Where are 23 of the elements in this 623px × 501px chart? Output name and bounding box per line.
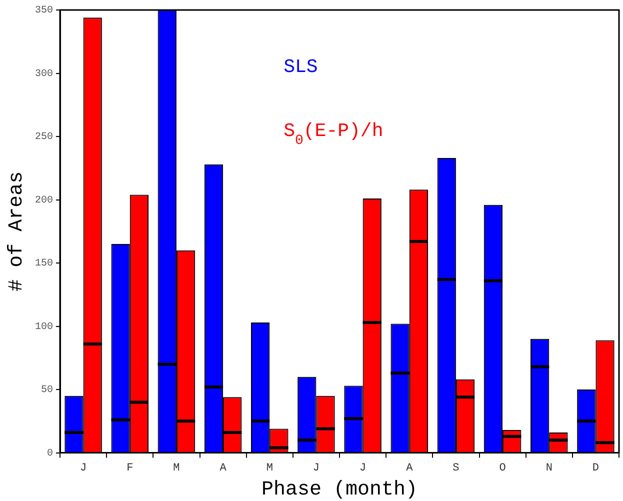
y-tick-label: 50 <box>40 385 54 396</box>
x-tick-label: J <box>359 462 366 474</box>
y-tick-label: 100 <box>34 322 54 333</box>
x-tick-label: A <box>220 462 227 474</box>
x-tick-label: F <box>126 462 134 474</box>
x-tick-label: A <box>406 462 414 474</box>
text: SLS <box>284 56 318 78</box>
x-tick-label: O <box>499 462 506 474</box>
x-tick-label: J <box>80 462 87 474</box>
y-tick-label: 150 <box>34 258 54 270</box>
y-axis-title: # of Areas <box>5 171 28 292</box>
x-tick-label: S <box>452 462 460 474</box>
y-tick-label: 300 <box>34 68 54 80</box>
y-tick-label: 200 <box>34 195 54 206</box>
x-tick-label: M <box>173 462 180 474</box>
x-tick-label: M <box>266 462 273 474</box>
y-tick-label: 350 <box>34 6 54 17</box>
x-tick-label: D <box>592 462 600 474</box>
y-tick-label: 0 <box>46 448 54 460</box>
x-axis-title: Phase (month) <box>261 478 418 501</box>
y-tick-label: 250 <box>34 132 54 144</box>
x-tick-label: N <box>546 462 552 474</box>
x-tick-label: J <box>312 462 320 474</box>
